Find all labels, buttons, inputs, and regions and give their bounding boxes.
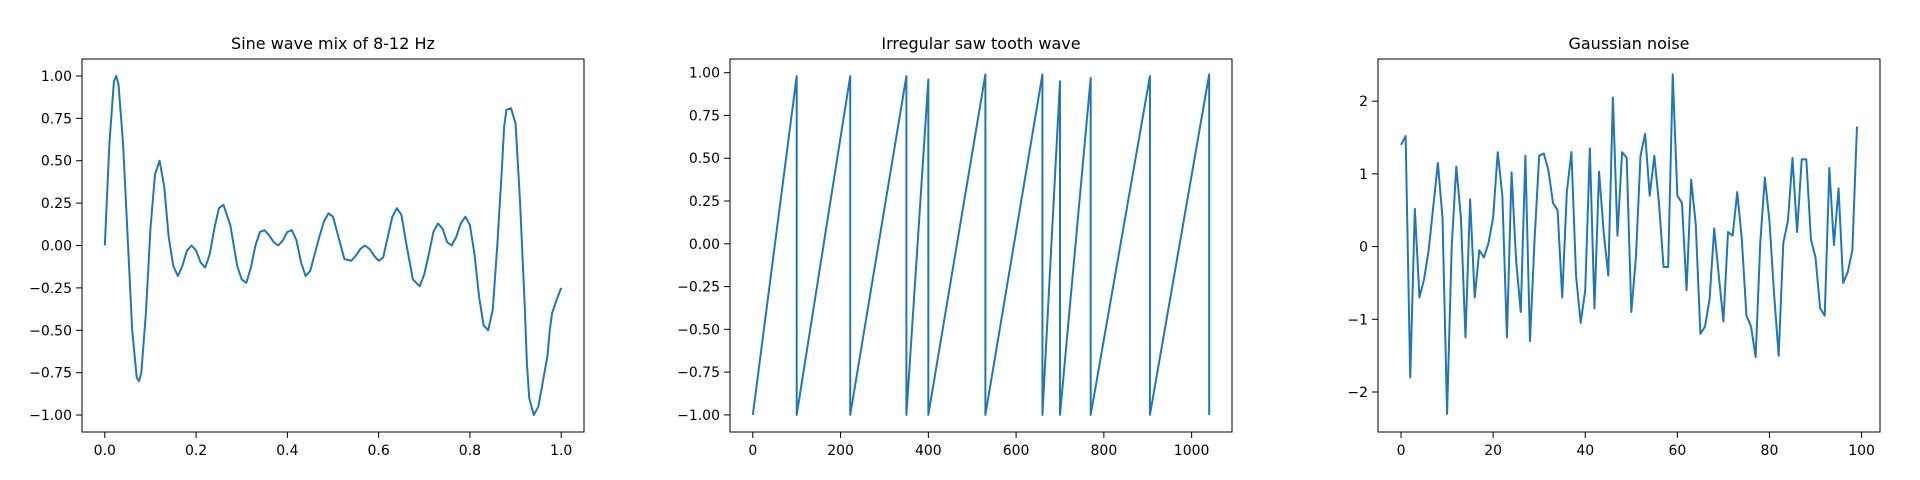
y-tick-label: 1.00 (689, 66, 720, 82)
series-line (103, 74, 563, 417)
y-tick-label: 0.25 (41, 196, 72, 212)
x-tick-label: 0.2 (185, 443, 207, 459)
x-tick-label: 1000 (1174, 443, 1210, 459)
y-tick-label: 0.00 (689, 237, 720, 253)
y-tick-label: −1.00 (29, 408, 72, 424)
series-line (751, 73, 1211, 416)
x-tick-label: 200 (827, 443, 854, 459)
y-tick-label: 0 (1359, 240, 1368, 256)
x-tick-label: 20 (1484, 443, 1502, 459)
series-line (1400, 73, 1858, 415)
x-tick-label: 0.8 (459, 443, 481, 459)
x-tick-label: 60 (1668, 443, 1686, 459)
y-tick-label: −0.75 (677, 365, 720, 381)
y-tick-label: 0.75 (41, 111, 72, 127)
axes-frame (729, 58, 1233, 433)
axes-frame (81, 58, 585, 433)
y-tick-label: 1 (1359, 167, 1368, 183)
y-tick-label: −0.25 (29, 281, 72, 297)
x-tick-label: 0.6 (368, 443, 390, 459)
y-tick-label: −0.75 (29, 366, 72, 382)
chart-saw-tooth-wave: Irregular saw tooth wave 0 200 400 600 800 10… (677, 34, 1233, 459)
x-tick-label: 1.0 (550, 443, 572, 459)
x-tick-label: 0.0 (94, 443, 116, 459)
x-tick-label: 40 (1576, 443, 1594, 459)
x-tick-label: 0 (1397, 443, 1406, 459)
y-tick-label: 0.00 (41, 239, 72, 255)
axes-frame (1377, 58, 1881, 433)
x-tick-label: 80 (1761, 443, 1779, 459)
chart-title: Gaussian noise (1568, 34, 1689, 53)
chart-sine-wave-mix: Sine wave mix of 8-12 Hz 0.0 0.2 0.4 0.6 0.8… (29, 34, 585, 459)
y-tick-label: 0.50 (689, 151, 720, 167)
y-tick-label: −2 (1347, 385, 1368, 401)
x-tick-label: 0 (748, 443, 757, 459)
x-tick-label: 400 (915, 443, 942, 459)
chart-title: Irregular saw tooth wave (881, 34, 1080, 53)
y-tick-label: 0.75 (689, 108, 720, 124)
y-tick-label: −0.50 (29, 323, 72, 339)
y-tick-label: 0.50 (41, 154, 72, 170)
y-tick-label: 2 (1359, 94, 1368, 110)
chart-gaussian-noise: Gaussian noise 0 20 40 60 80 100 −2 −1 0 1 2 (1347, 34, 1881, 459)
x-tick-label: 100 (1848, 443, 1875, 459)
y-tick-label: −0.50 (677, 322, 720, 338)
x-tick-label: 0.4 (276, 443, 298, 459)
y-tick-label: −0.25 (677, 280, 720, 296)
x-tick-label: 600 (1003, 443, 1030, 459)
y-tick-label: 1.00 (41, 69, 72, 85)
y-tick-label: −1.00 (677, 408, 720, 424)
y-tick-label: −1 (1347, 312, 1368, 328)
x-tick-label: 800 (1091, 443, 1118, 459)
chart-title: Sine wave mix of 8-12 Hz (231, 34, 435, 53)
y-tick-label: 0.25 (689, 194, 720, 210)
